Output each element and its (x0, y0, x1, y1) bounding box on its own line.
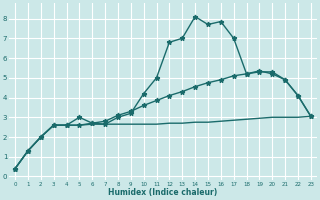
X-axis label: Humidex (Indice chaleur): Humidex (Indice chaleur) (108, 188, 218, 197)
